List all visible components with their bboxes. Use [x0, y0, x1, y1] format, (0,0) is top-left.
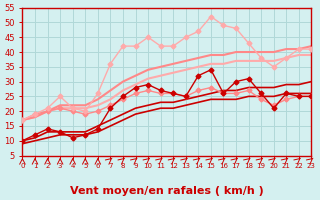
X-axis label: Vent moyen/en rafales ( km/h ): Vent moyen/en rafales ( km/h )	[70, 186, 264, 196]
